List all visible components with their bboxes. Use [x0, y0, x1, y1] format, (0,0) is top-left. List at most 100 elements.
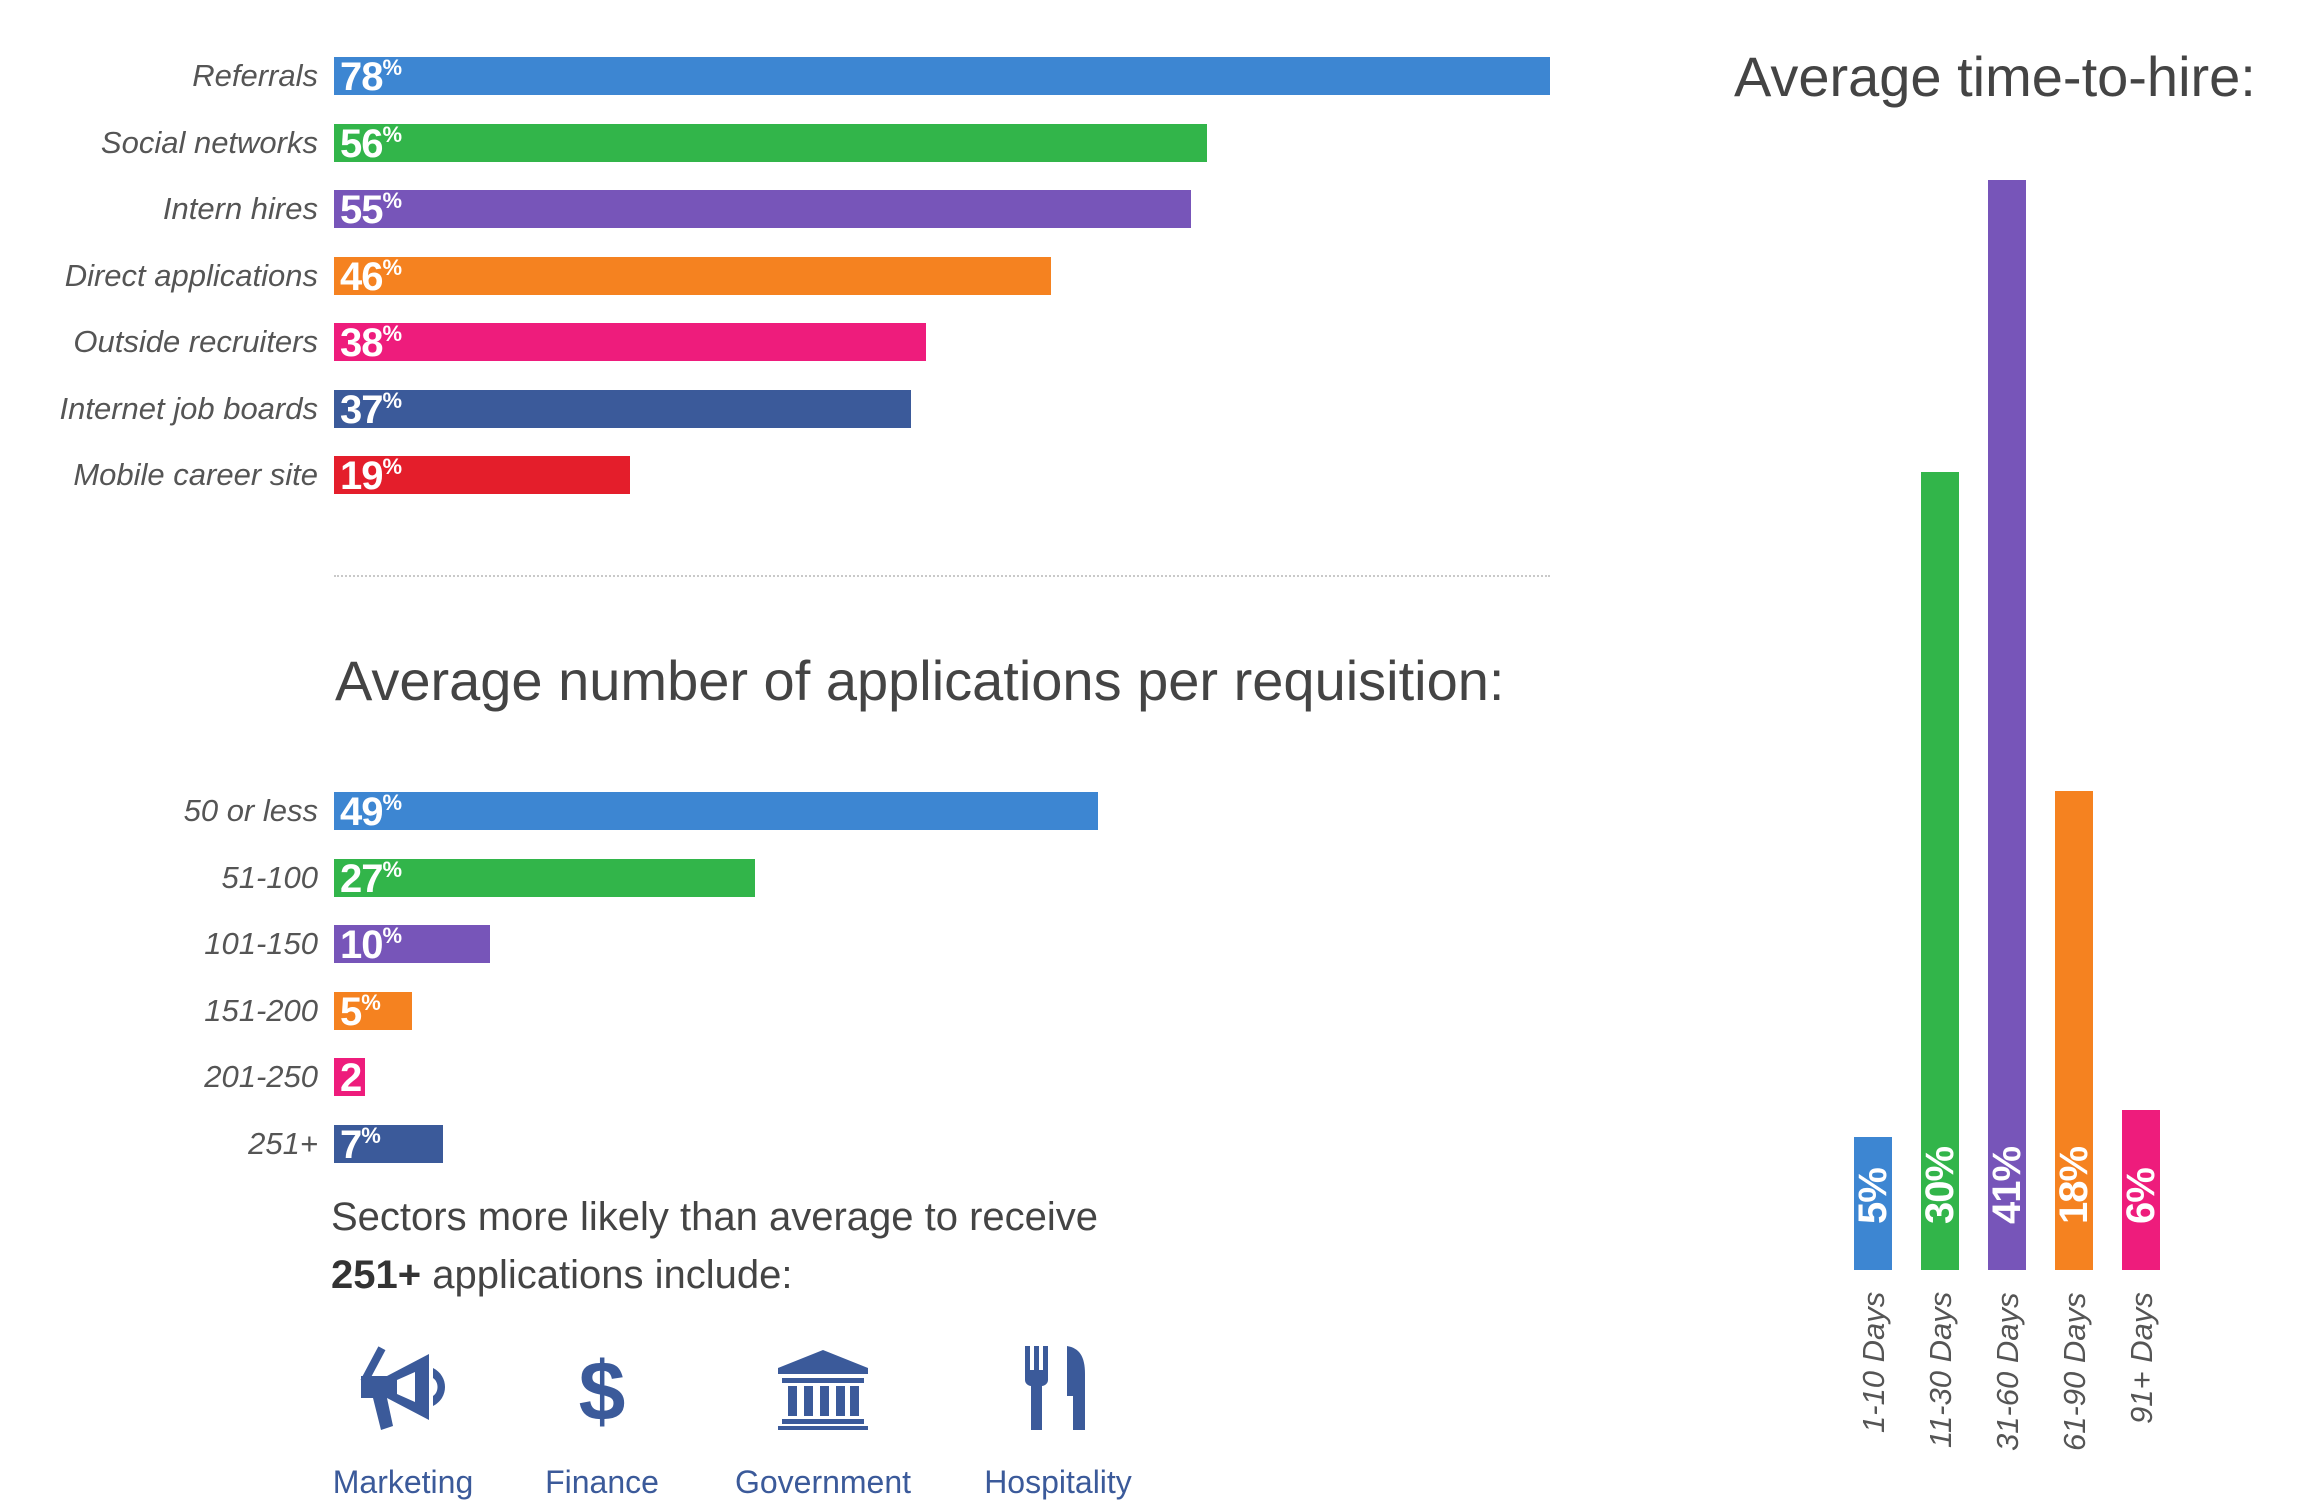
percent-sign: % [1851, 1168, 1895, 1203]
data-label-value: 5 [340, 989, 362, 1034]
sectors-description: Sectors more likely than average to rece… [331, 1188, 1098, 1304]
sector-finance: $ Finance [502, 1330, 702, 1501]
data-label-value: 55 [340, 188, 383, 232]
data-label: 37% [340, 388, 402, 432]
category-label: Mobile career site [73, 457, 318, 492]
dollar-icon: $ [579, 1350, 626, 1430]
data-label: 2 [340, 1056, 362, 1101]
data-label-value: 5 [1851, 1202, 1895, 1224]
data-label-text: 30% [1918, 1146, 1962, 1224]
sectors-bold: 251+ [331, 1253, 422, 1297]
percent-sign: % [382, 121, 403, 147]
data-label-value: 38 [340, 321, 383, 365]
data-label-value: 2 [340, 1056, 362, 1101]
category-label: Direct applications [64, 257, 318, 293]
percent-sign: % [382, 923, 403, 949]
bar-row: 151-200 5% [0, 990, 2304, 1034]
percent-sign: % [382, 321, 403, 346]
bar: 27% [334, 857, 755, 901]
category-label: Outside recruiters [73, 324, 318, 359]
megaphone-icon [360, 1346, 445, 1430]
sector-hospitality: Hospitality [958, 1330, 1158, 1501]
data-label-text: 5% [1851, 1168, 1895, 1224]
bar: 2 [334, 1056, 366, 1100]
sector-government: Government [723, 1330, 923, 1501]
percent-sign: % [1985, 1146, 2029, 1182]
sector-label-hospitality: Hospitality [984, 1464, 1132, 1500]
percent-sign: % [382, 790, 403, 815]
data-label-value: 41 [1985, 1181, 2029, 1225]
data-label-value: 78 [340, 55, 383, 99]
sector-label-finance: Finance [545, 1464, 659, 1500]
bar: 78% [334, 55, 1550, 99]
data-label-value: 27 [340, 856, 383, 901]
bar: 38% [334, 321, 927, 365]
bar-row: Internet job boards 37% [0, 388, 2304, 432]
data-label: 41% [1985, 1144, 2029, 1264]
bar: 19% [334, 454, 631, 498]
sector-label-marketing: Marketing [332, 1464, 474, 1500]
data-label-value: 56 [340, 121, 383, 166]
data-label-value: 46 [340, 254, 383, 299]
percent-sign: % [382, 387, 403, 413]
data-label-value: 7 [340, 1123, 362, 1167]
percent-sign: % [382, 55, 403, 80]
bar-row: 201-250 2 [0, 1056, 2304, 1100]
bar: 6% [2119, 1110, 2163, 1270]
sectors-line2: 251+ applications include: [331, 1246, 1098, 1304]
bar: 5% [334, 990, 412, 1034]
percent-sign: % [2052, 1146, 2096, 1182]
bar-row: Mobile career site 19% [0, 454, 2304, 498]
bar-row: 101-150 10% [0, 923, 2304, 967]
category-label: Referrals [192, 58, 318, 93]
category-label: 251+ [248, 1126, 318, 1161]
bar: 49% [334, 790, 1098, 834]
bar-row: 51-100 27% [0, 857, 2304, 901]
data-label: 5% [340, 990, 381, 1034]
category-label: 91+ Days [2124, 1292, 2159, 1424]
government-building-icon [778, 1350, 868, 1430]
percent-sign: % [382, 856, 403, 882]
bar-row: Outside recruiters 38% [0, 321, 2304, 365]
data-label: 19% [340, 454, 402, 498]
bar: 55% [334, 188, 1192, 232]
svg-text:$: $ [579, 1350, 626, 1430]
data-label: 46% [340, 255, 402, 299]
bar: 56% [334, 121, 1208, 166]
bar-row: 50 or less 49% [0, 790, 2304, 834]
sectors-line1: Sectors more likely than average to rece… [331, 1195, 1099, 1239]
bar: 10% [334, 923, 490, 967]
category-label: 61-90 Days [2057, 1292, 2092, 1451]
category-label: 51-100 [221, 859, 318, 895]
data-label: 27% [340, 857, 402, 901]
applications-chart-title: Average number of applications per requi… [335, 649, 1505, 712]
percent-sign: % [382, 254, 403, 280]
data-label: 55% [340, 188, 402, 232]
bar: 30% [1918, 472, 1962, 1270]
percent-sign: % [361, 989, 381, 1015]
data-label: 78% [340, 55, 402, 99]
percent-sign: % [361, 1123, 381, 1148]
category-label: 31-60 Days [1990, 1292, 2025, 1451]
data-label-value: 49 [340, 790, 383, 834]
percent-sign: % [2119, 1168, 2163, 1203]
data-label: 18% [2052, 1144, 2096, 1264]
bar-row: Intern hires 55% [0, 188, 2304, 232]
category-label: Internet job boards [59, 390, 318, 426]
category-label: 151-200 [204, 992, 318, 1028]
bar-row: Direct applications 46% [0, 255, 2304, 299]
bar: 37% [334, 388, 911, 432]
category-label: 11-30 Days [1923, 1291, 1958, 1448]
bar-row: Social networks 56% [0, 121, 2304, 166]
data-label-value: 6 [2119, 1202, 2163, 1224]
data-label-value: 30 [1918, 1181, 1962, 1224]
data-label-value: 18 [2052, 1181, 2096, 1224]
bar-row: 251+ 7% [0, 1123, 2304, 1167]
data-label-text: 41% [1985, 1146, 2029, 1225]
fork-knife-icon [1025, 1346, 1085, 1430]
percent-sign: % [1918, 1146, 1962, 1182]
data-label-value: 10 [340, 923, 383, 968]
sector-label-government: Government [734, 1464, 912, 1500]
percent-sign: % [382, 454, 403, 479]
bar: 5% [1851, 1137, 1895, 1270]
